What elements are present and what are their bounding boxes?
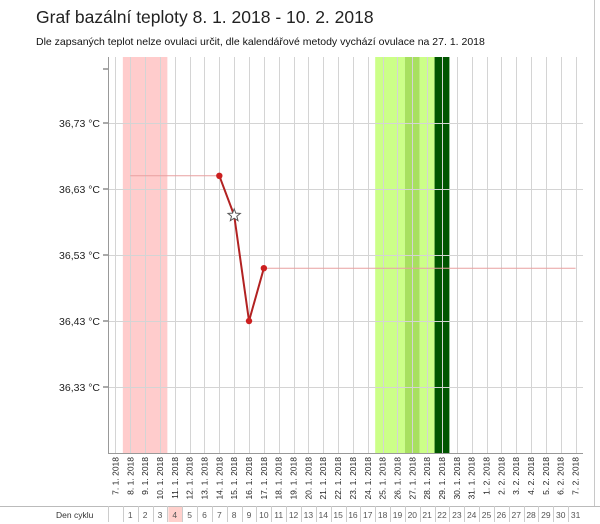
cycle-day-number: 26 — [497, 510, 507, 520]
x-tick-label: 15. 1. 2018 — [229, 457, 239, 500]
x-tick-label: 27. 1. 2018 — [407, 457, 417, 500]
x-tick-label: 1. 2. 2018 — [482, 457, 492, 495]
x-tick-label: 18. 1. 2018 — [274, 457, 284, 500]
data-point — [216, 172, 223, 179]
x-tick-label: 4. 2. 2018 — [526, 457, 536, 495]
cycle-day-number: 6 — [202, 510, 207, 520]
cycle-row: Den cyklu 1 2 3 4 5 6 7 8 9 10 11 12 13 14 15 16 17 18 19 20… — [0, 506, 600, 522]
x-tick-label: 21. 1. 2018 — [318, 457, 328, 500]
cycle-day-number: 3 — [158, 510, 163, 520]
cycle-day-number: 2 — [143, 510, 148, 520]
y-tick-label: 36,63 °C — [59, 184, 100, 196]
x-tick-label: 30. 1. 2018 — [452, 457, 462, 500]
cycle-day-number: 13 — [304, 510, 314, 520]
x-tick-label: 14. 1. 2018 — [214, 457, 224, 500]
cycle-day-number: 9 — [247, 510, 252, 520]
star-marker — [226, 207, 242, 222]
x-tick-label: 26. 1. 2018 — [392, 457, 402, 500]
x-tick-label: 20. 1. 2018 — [303, 457, 313, 500]
x-tick-label: 12. 1. 2018 — [185, 457, 195, 500]
x-tick-label: 10. 1. 2018 — [155, 457, 165, 500]
cycle-day-highlight — [168, 507, 183, 522]
cycle-day-number: 29 — [541, 510, 551, 520]
cycle-day-number: 17 — [363, 510, 373, 520]
x-tick-label: 13. 1. 2018 — [199, 457, 209, 500]
cycle-day-number: 15 — [333, 510, 343, 520]
cycle-day-number: 5 — [187, 510, 192, 520]
temperature-line — [218, 175, 265, 322]
cycle-day-number: 28 — [526, 510, 536, 520]
x-tick-label: 7. 1. 2018 — [110, 457, 120, 495]
y-tick-label: 36,73 °C — [59, 118, 100, 130]
chart-subtitle: Dle zapsaných teplot nelze ovulaci určit… — [36, 36, 485, 48]
cycle-day-number: 31 — [571, 510, 581, 520]
x-tick-label: 3. 2. 2018 — [511, 457, 521, 495]
y-tick-label: 36,53 °C — [59, 250, 100, 262]
cycle-day-number: 8 — [232, 510, 237, 520]
coverlines-layer — [130, 175, 576, 269]
cycle-day-number: 22 — [437, 510, 447, 520]
x-tick-label: 29. 1. 2018 — [437, 457, 447, 500]
data-point — [260, 265, 268, 272]
x-tick-label: 23. 1. 2018 — [348, 457, 358, 500]
cycle-day-number: 27 — [511, 510, 521, 520]
grid-layer — [108, 57, 583, 453]
x-tick-label: 25. 1. 2018 — [378, 457, 388, 500]
cycle-day-number: 10 — [259, 510, 269, 520]
x-tick-label: 24. 1. 2018 — [363, 457, 373, 500]
cycle-day-number: 25 — [482, 510, 492, 520]
x-tick-label: 17. 1. 2018 — [259, 457, 269, 500]
y-axis: 36,33 °C 36,43 °C 36,53 °C 36,63 °C 36,73 °C — [59, 68, 108, 394]
cycle-day-number: 21 — [422, 510, 432, 520]
chart-title: Graf bazální teploty 8. 1. 2018 - 10. 2.… — [36, 7, 374, 27]
x-tick-label: 2. 2. 2018 — [496, 457, 506, 495]
x-tick-label: 31. 1. 2018 — [467, 457, 477, 500]
cycle-day-number: 14 — [319, 510, 329, 520]
cycle-day-number: 16 — [348, 510, 358, 520]
x-tick-label: 22. 1. 2018 — [333, 457, 343, 500]
x-tick-label: 28. 1. 2018 — [422, 457, 432, 500]
cycle-day-number: 1 — [128, 510, 133, 520]
y-tick-label: 36,43 °C — [59, 316, 100, 328]
x-tick-label: 9. 1. 2018 — [140, 457, 150, 495]
cycle-day-number: 18 — [378, 510, 388, 520]
cycle-row-label: Den cyklu — [56, 510, 94, 520]
y-tick-label: 36,33 °C — [59, 382, 100, 394]
x-tick-label: 11. 1. 2018 — [170, 457, 180, 499]
x-axis: 7. 1. 2018 8. 1. 2018 9. 1. 2018 10. 1. 201… — [110, 457, 580, 500]
x-tick-label: 7. 2. 2018 — [571, 457, 581, 495]
cycle-day-number: 23 — [452, 510, 462, 520]
cycle-day-number: 4 — [172, 510, 177, 520]
x-tick-label: 8. 1. 2018 — [125, 457, 135, 495]
cycle-day-number: 7 — [217, 510, 222, 520]
series-layer — [216, 172, 268, 325]
x-tick-label: 5. 2. 2018 — [541, 457, 551, 495]
plot-frame — [108, 0, 595, 506]
cycle-day-number: 20 — [408, 510, 418, 520]
data-point — [245, 317, 253, 325]
cycle-day-number: 24 — [467, 510, 477, 520]
x-tick-label: 19. 1. 2018 — [289, 457, 299, 500]
cycle-day-number: 19 — [393, 510, 403, 520]
cycle-day-number: 30 — [556, 510, 566, 520]
cycle-day-number: 12 — [289, 510, 299, 520]
x-tick-label: 6. 2. 2018 — [556, 457, 566, 495]
x-tick-label: 16. 1. 2018 — [244, 457, 254, 500]
cycle-day-number: 11 — [274, 510, 283, 520]
